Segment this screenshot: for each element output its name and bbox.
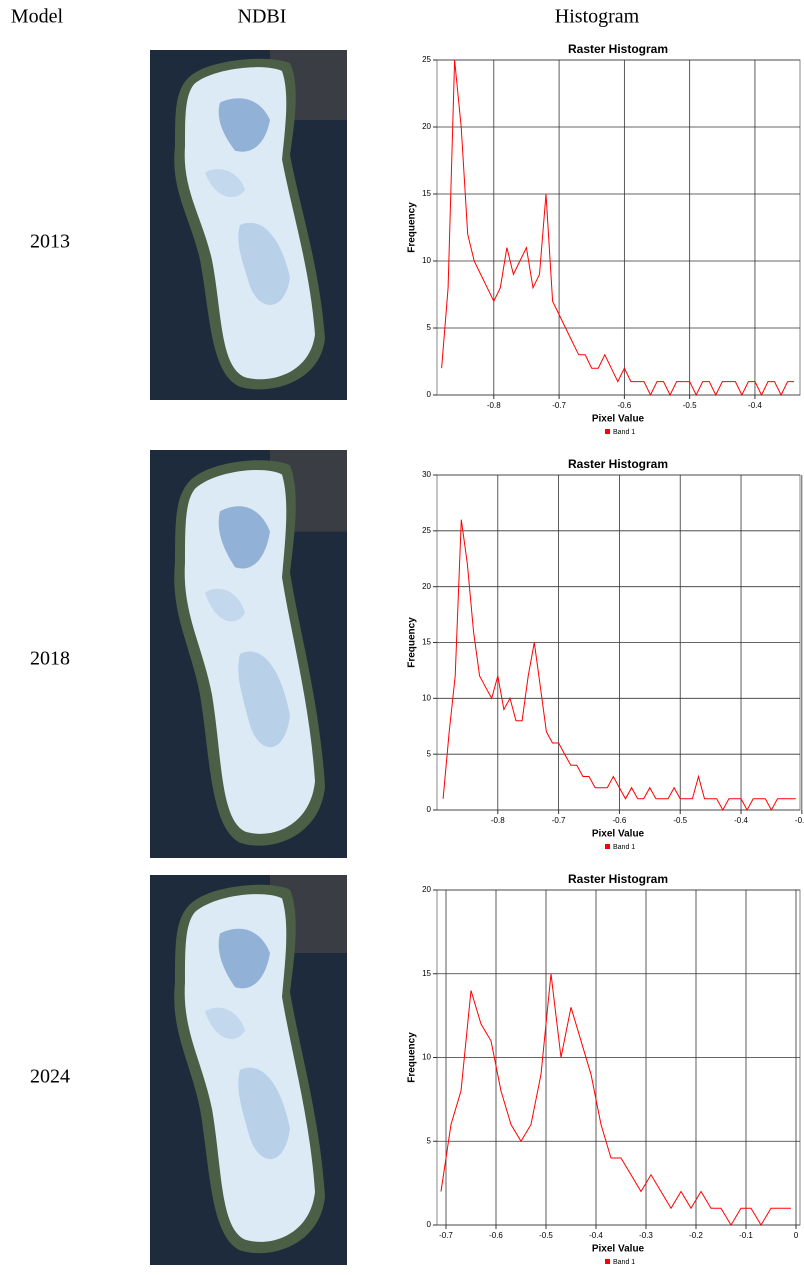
x-tick-label: -0.3: [639, 1231, 653, 1240]
y-tick-label: 10: [422, 693, 431, 702]
x-tick-label: -0.4: [589, 1231, 603, 1240]
ndbi-map: [150, 875, 347, 1265]
y-tick-label: 15: [422, 189, 431, 198]
legend-label: Band 1: [613, 1259, 635, 1266]
x-tick-label: -0.8: [491, 816, 505, 825]
y-tick-label: 10: [422, 256, 431, 265]
y-tick-label: 0: [427, 805, 432, 814]
x-tick-label: -0.2: [689, 1231, 703, 1240]
legend-swatch: [605, 429, 610, 434]
y-tick-label: 25: [422, 55, 431, 64]
x-tick-label: -0.6: [617, 401, 631, 410]
figure: Model NDBI Histogram 2013 2018 2024 Rast…: [0, 0, 804, 1275]
ndbi-map: [150, 50, 347, 400]
x-tick-label: -0.6: [489, 1231, 503, 1240]
x-tick-label: -0.5: [539, 1231, 553, 1240]
y-tick-label: 30: [422, 470, 431, 479]
y-tick-label: 0: [427, 1220, 432, 1229]
y-axis-label: Frequency: [407, 1032, 418, 1083]
y-tick-label: 20: [422, 885, 431, 894]
x-tick-label: -0.4: [734, 816, 748, 825]
y-tick-label: 5: [427, 323, 432, 332]
x-axis-label: Pixel Value: [592, 414, 645, 425]
x-tick-label: -0.4: [748, 401, 762, 410]
chart-title: Raster Histogram: [568, 872, 668, 886]
legend-swatch: [605, 844, 610, 849]
x-tick-label: -0.8: [487, 401, 501, 410]
y-axis-label: Frequency: [407, 202, 418, 253]
ndbi-map: [150, 450, 347, 858]
row-year: 2024: [30, 1066, 70, 1088]
y-tick-label: 15: [422, 969, 431, 978]
y-tick-label: 15: [422, 638, 431, 647]
row-year: 2018: [30, 648, 70, 670]
y-tick-label: 0: [427, 390, 432, 399]
y-tick-label: 20: [422, 582, 431, 591]
header-ndbi: NDBI: [238, 6, 287, 28]
x-tick-label: -0.1: [739, 1231, 753, 1240]
legend-label: Band 1: [613, 429, 635, 436]
y-tick-label: 5: [427, 1136, 432, 1145]
x-tick-label: -0.3: [795, 816, 804, 825]
header-histogram: Histogram: [555, 6, 640, 28]
x-tick-label: -0.5: [673, 816, 687, 825]
y-tick-label: 25: [422, 526, 431, 535]
legend-swatch: [605, 1259, 610, 1264]
chart-title: Raster Histogram: [568, 42, 668, 56]
x-tick-label: -0.7: [552, 816, 566, 825]
row-year: 2013: [30, 231, 70, 253]
x-tick-label: -0.7: [552, 401, 566, 410]
x-axis-label: Pixel Value: [592, 829, 645, 840]
y-tick-label: 5: [427, 749, 432, 758]
x-tick-label: -0.7: [439, 1231, 453, 1240]
chart-title: Raster Histogram: [568, 457, 668, 471]
plot-area: [437, 60, 800, 395]
x-axis-label: Pixel Value: [592, 1244, 645, 1255]
x-tick-label: -0.5: [683, 401, 697, 410]
y-tick-label: 20: [422, 122, 431, 131]
x-tick-label: 0: [794, 1231, 799, 1240]
x-tick-label: -0.6: [613, 816, 627, 825]
y-axis-label: Frequency: [407, 617, 418, 668]
y-tick-label: 10: [422, 1053, 431, 1062]
legend-label: Band 1: [613, 844, 635, 851]
header-model: Model: [11, 6, 64, 28]
